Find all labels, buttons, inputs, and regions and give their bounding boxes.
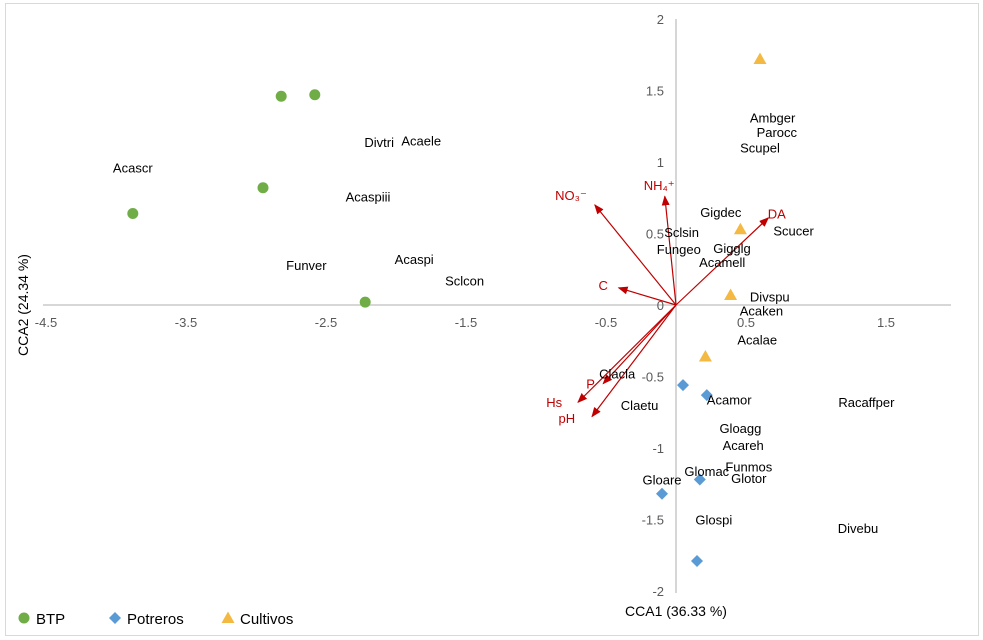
legend-label-cultivos: Cultivos — [240, 611, 293, 628]
species-label: Acamor — [707, 392, 752, 407]
chart-frame — [5, 3, 979, 636]
species-label: Fungeo — [657, 242, 701, 257]
legend: BTP Potreros Cultivos — [18, 611, 293, 628]
species-label: Funver — [286, 258, 327, 273]
vector-arrow — [602, 304, 677, 385]
legend-label-btp: BTP — [36, 611, 65, 628]
x-tick-label: -3.5 — [175, 315, 197, 330]
y-tick-label: 0 — [657, 298, 664, 313]
cultivos-point — [733, 222, 747, 235]
x-tick-label: -1.5 — [455, 315, 477, 330]
species-label: Acareh — [723, 438, 764, 453]
potreros-point — [656, 487, 668, 500]
cultivos-point — [753, 52, 767, 65]
species-label: Clacla — [599, 367, 636, 382]
x-tick-label: -0.5 — [595, 315, 617, 330]
species-label: Divtri — [364, 135, 394, 150]
species-label: Funmos — [725, 460, 772, 475]
species-label: Parocc — [757, 125, 798, 140]
y-axis-title: CCA2 (24.34 %) — [15, 254, 31, 356]
vector-arrow — [675, 217, 770, 306]
potreros-point — [677, 379, 689, 392]
cultivos-point — [724, 288, 738, 300]
species-label: Scupel — [740, 141, 780, 156]
species-label: Acaken — [740, 304, 783, 319]
species-label: Acamell — [699, 255, 745, 270]
x-axis-title: CCA1 (36.33 %) — [625, 603, 727, 619]
legend-marker-btp — [18, 612, 30, 624]
species-label: Gigdec — [700, 205, 742, 220]
btp-point — [275, 90, 287, 102]
species-label: Scucer — [773, 224, 814, 239]
species-label: Gigglg — [713, 241, 751, 256]
x-tick-label: 1.5 — [877, 315, 895, 330]
btp-point — [309, 89, 321, 101]
y-tick-label: 0.5 — [646, 227, 664, 242]
cultivos-point — [698, 349, 712, 362]
y-tick-label: -1 — [652, 441, 664, 456]
vector-label: NH₄⁺ — [644, 178, 675, 193]
btp-point — [127, 207, 139, 219]
vector-label: DA — [768, 206, 786, 221]
species-label: Claetu — [621, 398, 659, 413]
vector-label: C — [599, 278, 608, 293]
y-tick-label: -2 — [652, 584, 664, 599]
y-tick-label: -0.5 — [642, 370, 664, 385]
species-label: Acaspi — [395, 252, 434, 267]
species-label: Glotor — [731, 471, 767, 486]
potreros-point — [691, 554, 703, 567]
vector-label: NO₃⁻ — [555, 188, 587, 203]
species-label: Glospi — [695, 513, 732, 528]
potreros-point — [693, 473, 706, 486]
vector-arrow — [577, 304, 677, 403]
species-label: Acaele — [401, 134, 441, 149]
legend-marker-potreros — [109, 612, 121, 624]
species-label: Acascr — [113, 161, 153, 176]
btp-point — [359, 296, 371, 308]
species-label: Acaspiii — [346, 189, 391, 204]
x-tick-label: -4.5 — [35, 315, 57, 330]
species-label: Acalae — [737, 332, 777, 347]
y-tick-label: 1 — [657, 155, 664, 170]
species-label: Divspu — [750, 289, 790, 304]
vector-arrow — [591, 304, 677, 418]
vector-arrow — [617, 286, 677, 306]
vector-arrow — [594, 204, 677, 306]
species-label: Divebu — [838, 521, 878, 536]
species-label: Sclsin — [664, 225, 699, 240]
species-label: Ambger — [750, 111, 796, 126]
btp-point — [257, 182, 269, 194]
x-tick-label: 0.5 — [737, 315, 755, 330]
y-tick-label: 2 — [657, 12, 664, 27]
species-label: Gloagg — [719, 421, 761, 436]
vector-arrow — [661, 195, 677, 306]
legend-label-potreros: Potreros — [127, 611, 184, 628]
vector-label: pH — [558, 411, 575, 426]
y-tick-label: 1.5 — [646, 84, 664, 99]
vector-label: Hs — [546, 395, 562, 410]
y-tick-label: -1.5 — [642, 513, 664, 528]
vector-label: P — [586, 377, 595, 392]
species-label: Glomac — [684, 464, 729, 479]
species-label: Gloare — [642, 472, 681, 487]
potreros-point — [700, 389, 713, 402]
species-label: Racaffper — [838, 395, 895, 410]
species-label: Sclcon — [445, 274, 484, 289]
x-tick-label: -2.5 — [315, 315, 337, 330]
legend-marker-cultivos — [221, 611, 235, 623]
